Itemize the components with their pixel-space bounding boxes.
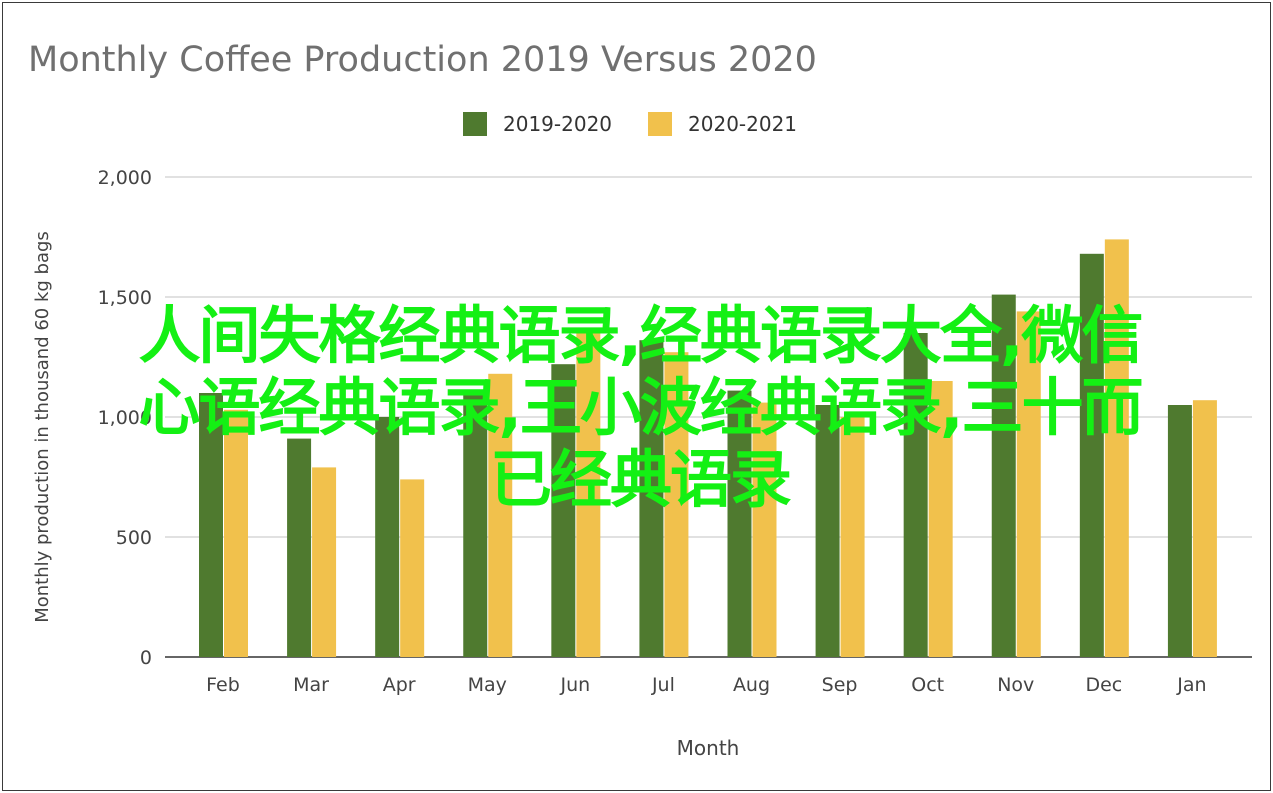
x-axis-title: Month	[677, 736, 740, 760]
legend-swatch-series-1	[463, 112, 487, 136]
bar-series-2	[840, 417, 865, 657]
bar-series-2	[312, 467, 337, 657]
x-tick-label: Jun	[559, 674, 590, 696]
bar-series-1	[463, 393, 488, 657]
x-tick-label: Oct	[911, 674, 944, 696]
bar-series-2	[1104, 239, 1129, 657]
overlay-line-1: 人间失格经典语录,经典语录大全,微信	[138, 299, 1143, 372]
bar-series-2	[664, 352, 689, 657]
x-tick-label: Sep	[822, 674, 858, 696]
legend-item-series-2: 2020-2021	[648, 112, 797, 136]
legend-label-series-2: 2020-2021	[688, 112, 798, 136]
legend: 2019-2020 2020-2021	[463, 112, 833, 136]
legend-swatch-series-2	[648, 112, 673, 136]
y-axis-title: Monthly production in thousand 60 kg bag…	[32, 231, 53, 623]
x-tick-label: Mar	[293, 674, 329, 696]
bar-series-1	[199, 393, 223, 657]
y-tick-label: 1,500	[98, 287, 152, 309]
legend-item-series-1: 2019-2020	[463, 112, 612, 136]
bar-series-1	[639, 340, 664, 657]
bar-series-2	[224, 409, 248, 657]
y-tick-label: 0	[140, 647, 152, 669]
x-tick-label: Aug	[733, 674, 770, 696]
bar-series-1	[815, 405, 840, 657]
bar-series-2	[576, 333, 601, 657]
bar-series-2	[928, 381, 953, 657]
bar-series-1	[1079, 253, 1104, 658]
bar-series-1	[375, 417, 400, 657]
bar-series-1	[727, 390, 752, 657]
chart-title: Monthly Coffee Production 2019 Versus 20…	[28, 40, 817, 80]
bar-series-2	[752, 402, 777, 657]
overlay-watermark-text: 人间失格经典语录,经典语录大全,微信 心语经典语录,王小波经典语录,三十而 已经…	[20, 300, 1260, 516]
x-tick-label: Jul	[651, 674, 675, 696]
bar-series-1	[991, 294, 1016, 657]
overlay-line-2: 心语经典语录,王小波经典语录,三十而	[138, 371, 1143, 444]
x-tick-label: Apr	[383, 674, 416, 696]
x-tick-label: May	[468, 674, 507, 696]
bar-series-2	[488, 373, 513, 657]
y-tick-label: 2,000	[98, 167, 152, 189]
x-tick-label: Dec	[1085, 674, 1122, 696]
bar-series-2	[1192, 400, 1217, 657]
bar-series-1	[903, 333, 928, 657]
y-tick-label: 500	[116, 527, 152, 549]
y-tick-label: 1,000	[98, 407, 152, 429]
overlay-line-3: 已经典语录	[489, 443, 792, 516]
bar-series-1	[1167, 405, 1192, 657]
x-tick-label: Jan	[1176, 674, 1206, 696]
bar-series-1	[551, 364, 576, 657]
bar-series-2	[400, 479, 425, 657]
x-tick-label: Nov	[997, 674, 1034, 696]
legend-label-series-1: 2019-2020	[503, 112, 613, 136]
x-tick-label: Feb	[206, 674, 240, 696]
bar-series-2	[1016, 311, 1041, 657]
bar-series-1	[287, 438, 312, 657]
